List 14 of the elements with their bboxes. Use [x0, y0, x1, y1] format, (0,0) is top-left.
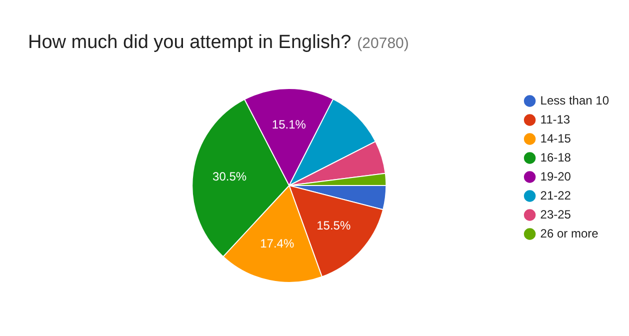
legend-label: 19-20 [540, 169, 572, 184]
chart-subtitle: (20780) [357, 35, 409, 52]
legend-label: 23-25 [540, 207, 572, 222]
legend-label: 11-13 [540, 112, 570, 126]
legend-label: 14-15 [540, 131, 572, 146]
legend-label: Less than 10 [540, 93, 610, 108]
legend-label: 21-22 [540, 188, 572, 202]
legend-label: 16-18 [540, 150, 572, 164]
data-label: 15.1% [272, 118, 306, 132]
data-label: 17.4% [260, 236, 294, 251]
data-label: 15.5% [316, 218, 351, 232]
chart-title: How much did you attempt in English? [28, 32, 352, 53]
legend-label: 26 or more [540, 226, 599, 240]
data-label: 30.5% [212, 170, 247, 184]
